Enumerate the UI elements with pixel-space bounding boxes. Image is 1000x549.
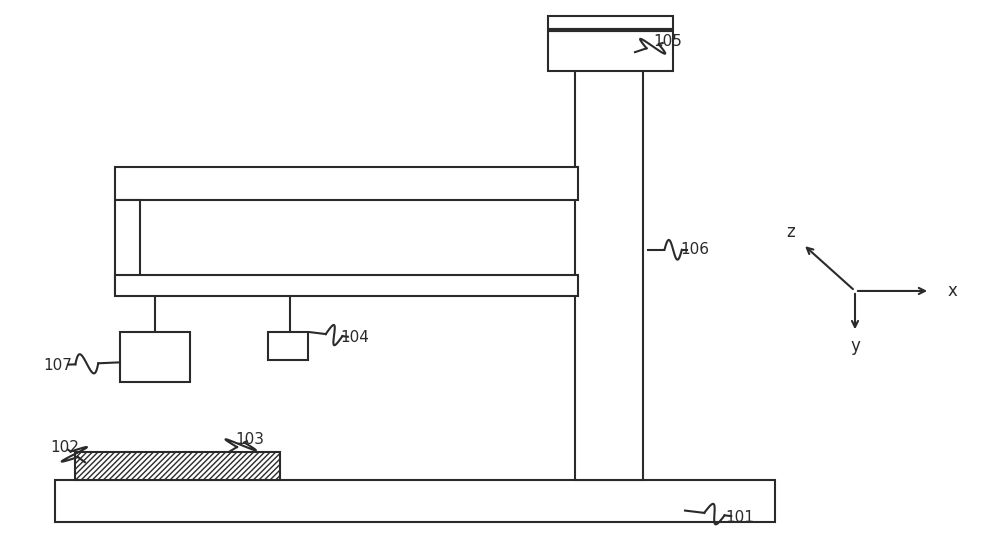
Bar [548,16,673,71]
Text: 103: 103 [236,432,264,447]
Bar [75,452,280,480]
Bar [115,274,578,296]
Text: 104: 104 [341,330,369,345]
Text: 105: 105 [654,33,682,49]
Text: x: x [947,282,957,300]
Text: 102: 102 [51,440,79,455]
Bar [575,41,643,480]
Text: 107: 107 [44,357,72,373]
Text: 106: 106 [680,242,710,257]
Bar [115,200,140,294]
Text: y: y [850,337,860,355]
Bar [268,332,308,360]
Bar [120,332,190,382]
Text: z: z [787,223,795,241]
Bar [115,167,578,200]
Bar [55,480,775,522]
Text: 101: 101 [726,509,754,525]
